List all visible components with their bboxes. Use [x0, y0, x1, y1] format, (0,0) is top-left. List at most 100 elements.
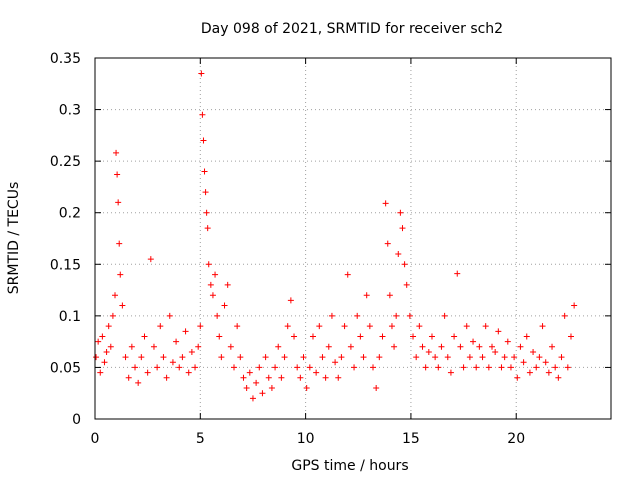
data-point [391, 343, 398, 350]
x-tick-label: 10 [297, 431, 315, 447]
data-point [363, 292, 370, 299]
data-point [202, 189, 209, 196]
data-point [395, 250, 402, 257]
y-tick-label: 0 [72, 412, 81, 428]
data-point [517, 343, 524, 350]
data-point [173, 338, 180, 345]
data-point [144, 369, 151, 376]
data-point [114, 171, 121, 178]
x-tick-label: 20 [507, 431, 525, 447]
data-point [473, 364, 480, 371]
data-point [109, 312, 116, 319]
plot-frame [94, 57, 612, 420]
data-point [504, 338, 511, 345]
data-point [141, 333, 148, 340]
y-tick-label: 0.1 [59, 309, 81, 325]
data-point [447, 369, 454, 376]
data-point [479, 354, 486, 361]
data-point [253, 379, 260, 386]
data-point [249, 395, 256, 402]
data-point [399, 225, 406, 232]
data-point [322, 374, 329, 381]
data-point [166, 312, 173, 319]
data-point [328, 312, 335, 319]
data-point [571, 302, 578, 309]
data-point [558, 354, 565, 361]
data-point [388, 323, 395, 330]
data-point [507, 364, 514, 371]
data-point [526, 369, 533, 376]
data-point [536, 354, 543, 361]
data-point [240, 374, 247, 381]
data-point [275, 343, 282, 350]
data-point [195, 343, 202, 350]
data-point [103, 348, 110, 355]
data-point [492, 348, 499, 355]
data-point [101, 359, 108, 366]
y-tick-label: 0.05 [50, 360, 81, 376]
data-point [115, 199, 122, 206]
data-point [441, 312, 448, 319]
data-point [401, 261, 408, 268]
data-point [214, 312, 221, 319]
data-point [552, 364, 559, 371]
grid-lines [95, 58, 611, 419]
data-point [416, 323, 423, 330]
data-point [370, 364, 377, 371]
data-point [549, 343, 556, 350]
y-tick-label: 0.3 [59, 103, 81, 119]
data-point [514, 374, 521, 381]
data-point [160, 354, 167, 361]
data-point [113, 149, 120, 156]
data-point [281, 354, 288, 361]
data-point [119, 302, 126, 309]
data-point [147, 256, 154, 263]
data-point [179, 354, 186, 361]
data-point [403, 281, 410, 288]
data-point [199, 111, 206, 118]
data-point [227, 343, 234, 350]
data-point [561, 312, 568, 319]
data-point [386, 292, 393, 299]
data-point [530, 348, 537, 355]
data-point [393, 312, 400, 319]
data-point [319, 354, 326, 361]
data-point [309, 333, 316, 340]
data-point [422, 364, 429, 371]
data-point [188, 348, 195, 355]
data-point [428, 333, 435, 340]
data-point [406, 312, 413, 319]
data-points [93, 70, 578, 402]
data-point [366, 323, 373, 330]
data-point [303, 385, 310, 392]
data-point [316, 323, 323, 330]
data-point [138, 354, 145, 361]
x-axis-label: GPS time / hours [291, 458, 408, 474]
data-point [432, 354, 439, 361]
data-point [99, 333, 106, 340]
data-point [216, 333, 223, 340]
data-point [205, 261, 212, 268]
data-point [397, 209, 404, 216]
data-point [498, 364, 505, 371]
y-axis-label: SRMTID / TECUs [6, 182, 22, 295]
y-tick-label: 0.15 [50, 257, 81, 273]
data-point [105, 323, 112, 330]
data-point [278, 374, 285, 381]
data-point [234, 323, 241, 330]
data-point [128, 343, 135, 350]
data-point [221, 302, 228, 309]
y-tick-label: 0.2 [59, 206, 81, 222]
data-point [410, 333, 417, 340]
data-point [204, 225, 211, 232]
data-point [203, 209, 210, 216]
data-point [116, 240, 123, 247]
data-point [489, 343, 496, 350]
data-point [332, 359, 339, 366]
data-point [154, 364, 161, 371]
data-point [520, 359, 527, 366]
data-point [212, 271, 219, 278]
data-point [413, 354, 420, 361]
data-point [533, 364, 540, 371]
data-point [564, 364, 571, 371]
